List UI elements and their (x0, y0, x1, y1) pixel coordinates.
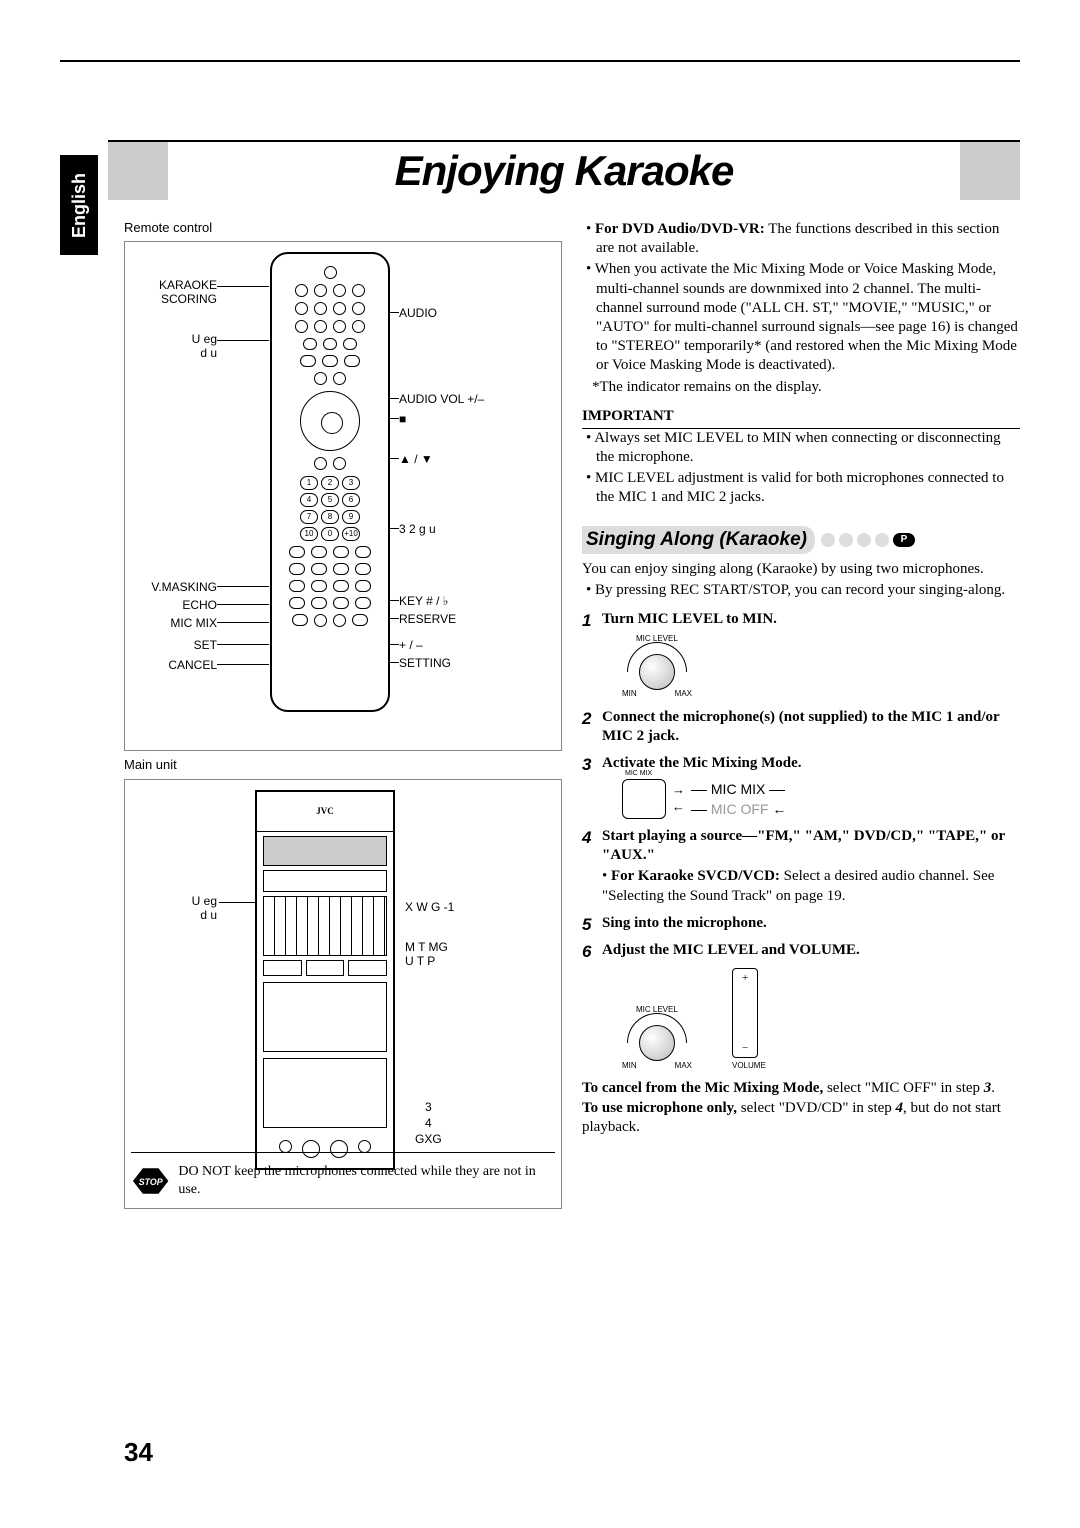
top-rule (60, 60, 1020, 62)
title-bar: Enjoying Karaoke (108, 140, 1020, 200)
remote-outline: 123 456 789 100+10 (270, 252, 390, 712)
mu-xwg: X W G -1 (405, 900, 454, 915)
label-cancel: CANCEL (129, 658, 217, 673)
language-label: English (69, 172, 90, 237)
mainunit-outline: JVC (255, 790, 395, 1170)
step-3: 3 Activate the Mic Mixing Mode. →← MIC M… (582, 754, 1020, 819)
label-pm: + / – (399, 638, 423, 653)
label-key: KEY # / ♭ (399, 594, 448, 609)
top-notes: For DVD Audio/DVD-VR: The functions desc… (586, 220, 1020, 376)
section-intro: You can enjoy singing along (Karaoke) by… (582, 560, 1020, 579)
important-list: Always set MIC LEVEL to MIN when connect… (586, 429, 1020, 508)
remote-caption: Remote control (124, 220, 562, 237)
remote-diagram: KARAOKE SCORING U eg d u V.MASKING ECHO … (124, 241, 562, 751)
step-6: 6 Adjust the MIC LEVEL and VOLUME. MIC L… (582, 941, 1020, 1071)
important-2: MIC LEVEL adjustment is valid for both m… (586, 469, 1020, 507)
language-tab: English (60, 155, 98, 255)
mu-4: 4 (425, 1116, 432, 1131)
label-setting: SETTING (399, 656, 451, 671)
mic-level-dial-fig: MIC LEVEL MIN MAX (622, 636, 692, 700)
mu-gxg: GXG (415, 1132, 442, 1147)
steps-list: 1 Turn MIC LEVEL to MIN. MIC LEVEL MIN M… (582, 610, 1020, 1071)
mu-utp: U T P (405, 954, 435, 969)
left-column: Remote control KARAOKE SCORING U eg d u … (124, 220, 562, 1428)
right-column: For DVD Audio/DVD-VR: The functions desc… (582, 220, 1020, 1428)
step-5: 5 Sing into the microphone. (582, 914, 1020, 933)
page-title: Enjoying Karaoke (395, 147, 734, 195)
miconly-note: To use microphone only, select "DVD/CD" … (582, 1099, 1020, 1137)
page-number: 34 (124, 1437, 153, 1468)
section-bullet: By pressing REC START/STOP, you can reco… (586, 581, 1020, 600)
important-heading: IMPORTANT (582, 407, 1020, 429)
svg-text:STOP: STOP (139, 1177, 163, 1187)
label-audio: AUDIO (399, 306, 437, 321)
label-numbers: 3 2 g u (399, 522, 436, 537)
mainunit-caption: Main unit (124, 757, 562, 774)
label-arrows: ▲ / ▼ (399, 452, 433, 467)
stop-note: STOP DO NOT keep the microphones connect… (131, 1152, 555, 1202)
label-audiovol: AUDIO VOL +/– (399, 392, 484, 407)
step-4: 4 Start playing a source—"FM," "AM," DVD… (582, 827, 1020, 906)
step-1: 1 Turn MIC LEVEL to MIN. MIC LEVEL MIN M… (582, 610, 1020, 699)
mic-vol-fig: MIC LEVEL MIN MAX VOLUME (622, 968, 1020, 1071)
note-mixing: When you activate the Mic Mixing Mode or… (586, 260, 1020, 375)
label-set: SET (129, 638, 217, 653)
cancel-note: To cancel from the Mic Mixing Mode, sele… (582, 1079, 1020, 1098)
stop-icon: STOP (131, 1166, 170, 1196)
label-stopsq: ■ (399, 412, 406, 427)
p-badge: P (893, 533, 915, 547)
step-2: 2 Connect the microphone(s) (not supplie… (582, 708, 1020, 746)
label-reserve: RESERVE (399, 612, 456, 627)
micmix-fig: →← MIC MIX MIC OFF ← (622, 779, 1020, 819)
section-title: Singing Along (Karaoke) (582, 526, 815, 554)
label-scoring: SCORING (129, 292, 217, 307)
note-dvd: For DVD Audio/DVD-VR: The functions desc… (586, 220, 1020, 258)
mu-3: 3 (425, 1100, 432, 1115)
important-1: Always set MIC LEVEL to MIN when connect… (586, 429, 1020, 467)
mu-du: d u (129, 908, 217, 923)
mainunit-diagram: U eg d u X W G -1 M T MG U T P 3 4 GXG J… (124, 779, 562, 1209)
asterisk-note: *The indicator remains on the display. (592, 378, 1020, 397)
label-echo: ECHO (129, 598, 217, 613)
label-vmask: V.MASKING (129, 580, 217, 595)
section-heading: Singing Along (Karaoke) P (582, 526, 1020, 554)
stop-note-text: DO NOT keep the microphones connected wh… (178, 1163, 555, 1199)
label-micmix: MIC MIX (129, 616, 217, 631)
label-du: d u (129, 346, 217, 361)
